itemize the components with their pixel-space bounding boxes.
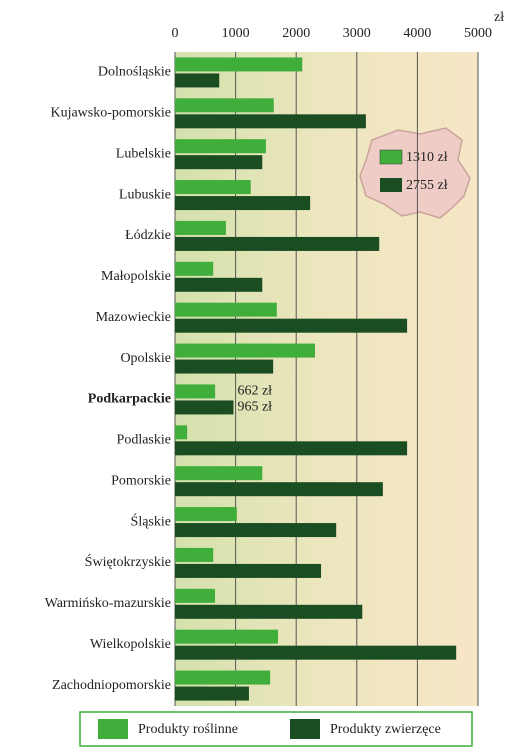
- bar: [175, 196, 311, 211]
- legend-label: Produkty zwierzęce: [330, 722, 441, 737]
- y-tick-label: Wielkopolskie: [90, 637, 171, 652]
- legend-label: Produkty roślinne: [138, 722, 238, 737]
- y-tick-label: Lubelskie: [116, 146, 171, 161]
- y-tick-label: Małopolskie: [101, 269, 171, 284]
- axis-unit: zł: [494, 10, 504, 25]
- bar: [175, 670, 271, 685]
- y-tick-label: Łódzkie: [125, 228, 171, 243]
- x-tick-label: 3000: [343, 26, 371, 41]
- bar: [175, 139, 266, 154]
- x-tick-label: 1000: [222, 26, 250, 41]
- inset-swatch: [380, 178, 402, 192]
- y-tick-label: Podkarpackie: [88, 392, 171, 407]
- inset-label: 2755 zł: [406, 178, 448, 193]
- bar: [175, 318, 408, 333]
- y-tick-label: Śląskie: [131, 512, 171, 529]
- y-tick-label: Dolnośląskie: [98, 65, 171, 80]
- bar: [175, 425, 188, 440]
- bar: [175, 604, 363, 619]
- y-tick-label: Warmińsko-mazurskie: [45, 596, 171, 611]
- bar: [175, 441, 408, 456]
- bar: [175, 466, 263, 481]
- bar: [175, 236, 380, 251]
- y-tick-label: Kujawsko-pomorskie: [50, 106, 171, 121]
- bar: [175, 523, 337, 538]
- bar: [175, 507, 237, 522]
- legend-swatch: [290, 719, 320, 739]
- y-tick-label: Podlaskie: [117, 433, 171, 448]
- y-tick-label: Zachodniopomorskie: [52, 678, 171, 693]
- y-tick-label: Pomorskie: [111, 473, 171, 488]
- bar: [175, 261, 214, 276]
- bar: [175, 114, 366, 129]
- y-tick-label: Mazowieckie: [96, 310, 171, 325]
- value-label: 662 zł: [237, 384, 272, 399]
- bar: [175, 384, 216, 399]
- bar: [175, 588, 215, 603]
- y-tick-label: Świętokrzyskie: [85, 553, 171, 570]
- inset-swatch: [379, 149, 403, 165]
- bar: [175, 220, 226, 235]
- bar: [175, 155, 263, 170]
- bar: [175, 400, 234, 415]
- bar: [175, 547, 214, 562]
- bar: [175, 629, 279, 644]
- bar: [175, 277, 263, 292]
- legend-swatch: [98, 719, 128, 739]
- x-tick-label: 5000: [464, 26, 492, 41]
- legend-box: [79, 711, 473, 747]
- bar: [175, 645, 457, 660]
- bar: [175, 302, 277, 317]
- bar: [175, 98, 274, 113]
- bar: [175, 482, 383, 497]
- bar: [175, 57, 303, 72]
- y-tick-label: Opolskie: [120, 351, 171, 366]
- bar: [175, 686, 249, 701]
- x-tick-label: 4000: [403, 26, 431, 41]
- bar: [175, 180, 251, 195]
- x-tick-label: 2000: [282, 26, 310, 41]
- inset-label: 1310 zł: [406, 150, 448, 165]
- y-tick-label: Lubuskie: [119, 187, 171, 202]
- bar: [175, 359, 274, 374]
- x-tick-label: 0: [172, 26, 179, 41]
- bar: [175, 563, 322, 578]
- value-label: 965 zł: [237, 400, 272, 415]
- bar: [175, 343, 315, 358]
- bar: [175, 73, 220, 88]
